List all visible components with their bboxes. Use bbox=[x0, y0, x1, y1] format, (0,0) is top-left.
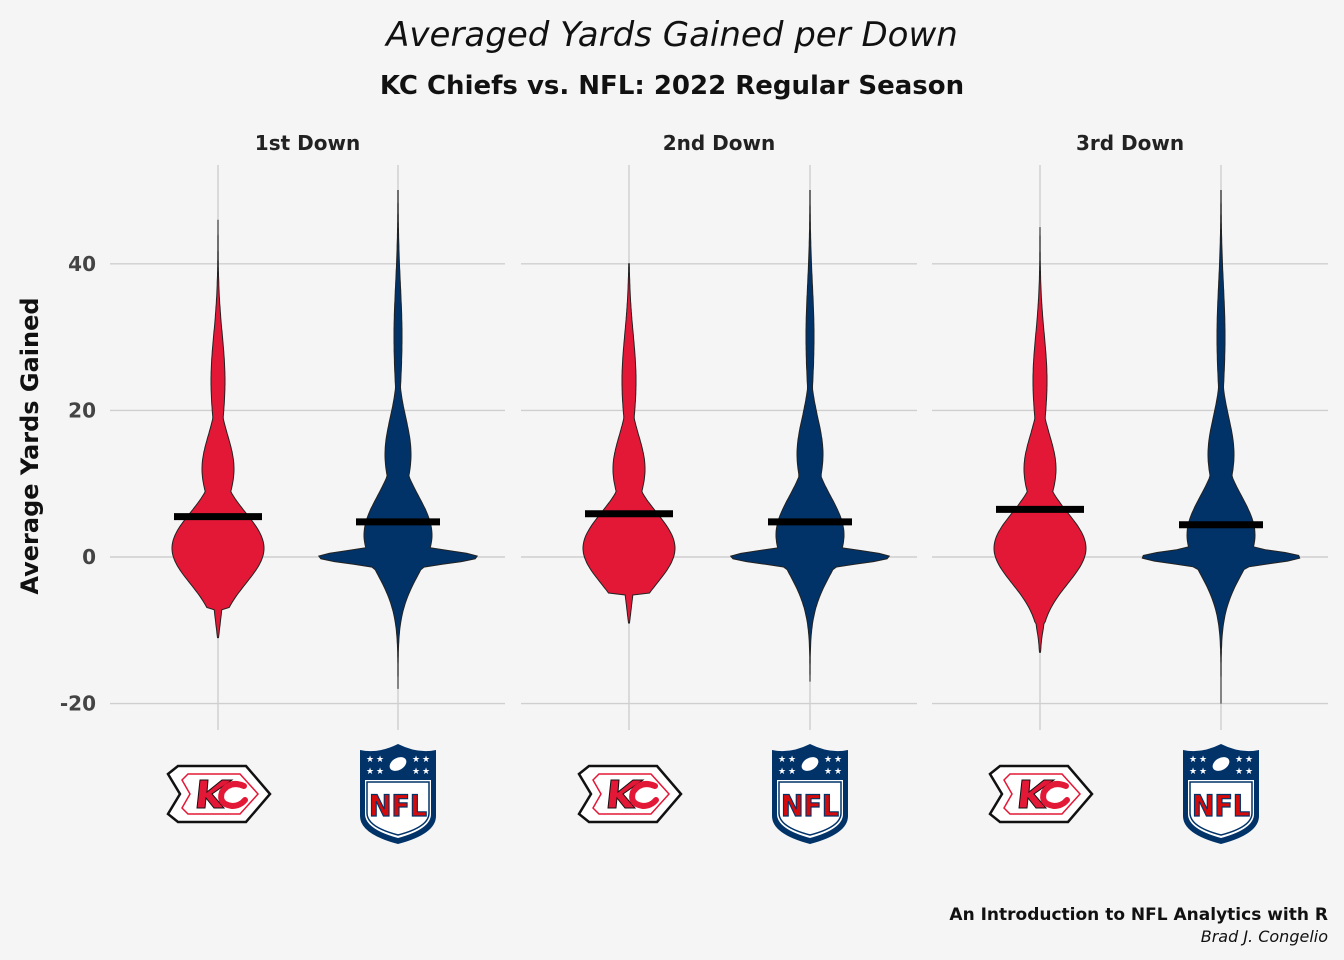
nfl-logo: ★ ★ ★ ★★ ★ ★ ★NFL bbox=[772, 744, 848, 844]
y-tick-label: 40 bbox=[68, 252, 96, 276]
nfl-star-icon: ★ bbox=[1245, 767, 1253, 777]
chart-subtitle: KC Chiefs vs. NFL: 2022 Regular Season bbox=[380, 71, 964, 101]
nfl-star-icon: ★ bbox=[422, 767, 430, 777]
nfl-star-icon: ★ bbox=[1199, 755, 1207, 765]
nfl-star-icon: ★ bbox=[1199, 767, 1207, 777]
nfl-shield-white-field bbox=[365, 780, 431, 838]
chiefs-logo bbox=[166, 764, 272, 824]
chiefs-letter-k bbox=[196, 779, 234, 809]
nfl-star-icon: ★ bbox=[412, 767, 420, 777]
caption-author: Brad J. Congelio bbox=[1201, 927, 1328, 946]
violin-shape bbox=[729, 190, 891, 682]
y-axis-label: Average Yards Gained bbox=[16, 297, 44, 594]
violin-shape bbox=[1141, 190, 1301, 704]
nfl-shield-white-field bbox=[1188, 780, 1254, 838]
violin-shape bbox=[582, 263, 676, 624]
chart-title: Averaged Yards Gained per Down bbox=[384, 15, 958, 55]
violin-shape bbox=[317, 190, 479, 689]
nfl-star-icon: ★ bbox=[366, 767, 374, 777]
y-tick-label: -20 bbox=[60, 692, 96, 716]
y-tick-label: 20 bbox=[68, 398, 96, 422]
facet-panel: 3rd Down★ ★ ★ ★★ ★ ★ ★NFL bbox=[932, 131, 1328, 844]
chiefs-logo bbox=[577, 764, 683, 824]
nfl-star-icon: ★ bbox=[422, 755, 430, 765]
facet-strip-label: 1st Down bbox=[255, 131, 360, 155]
nfl-logo: ★ ★ ★ ★★ ★ ★ ★NFL bbox=[1183, 744, 1259, 844]
nfl-star-icon: ★ bbox=[1235, 755, 1243, 765]
nfl-wordmark: NFL bbox=[781, 789, 839, 823]
chiefs-letter-c bbox=[629, 781, 659, 810]
violin-shape bbox=[993, 227, 1087, 653]
nfl-shield-inner-border bbox=[1189, 781, 1253, 836]
nfl-wordmark: NFL bbox=[369, 789, 427, 823]
nfl-football-icon bbox=[389, 757, 407, 771]
nfl-shield-inner-border bbox=[778, 781, 842, 836]
nfl-shield-inner-border bbox=[366, 781, 430, 836]
facet-strip-label: 2nd Down bbox=[663, 131, 776, 155]
nfl-star-icon: ★ bbox=[778, 767, 786, 777]
caption-title: An Introduction to NFL Analytics with R bbox=[949, 905, 1328, 925]
facet-strip-label: 3rd Down bbox=[1076, 131, 1184, 155]
nfl-star-icon: ★ bbox=[778, 755, 786, 765]
chiefs-letter-c bbox=[218, 781, 248, 810]
nfl-star-icon: ★ bbox=[788, 755, 796, 765]
nfl-star-icon: ★ bbox=[376, 767, 384, 777]
violin-shape bbox=[171, 219, 265, 639]
chiefs-inner-outline bbox=[592, 773, 671, 815]
chiefs-logo bbox=[988, 764, 1094, 824]
chiefs-letter-c bbox=[1040, 781, 1070, 810]
nfl-shield-white-field bbox=[777, 780, 843, 838]
chiefs-letter-k bbox=[1018, 779, 1056, 809]
nfl-star-icon: ★ bbox=[376, 755, 384, 765]
nfl-wordmark: NFL bbox=[1192, 789, 1250, 823]
nfl-star-icon: ★ bbox=[788, 767, 796, 777]
nfl-star-icon: ★ bbox=[366, 755, 374, 765]
nfl-star-icon: ★ bbox=[834, 755, 842, 765]
nfl-logo: ★ ★ ★ ★★ ★ ★ ★NFL bbox=[360, 744, 436, 844]
y-tick-label: 0 bbox=[82, 545, 96, 569]
chiefs-inner-outline bbox=[181, 773, 260, 815]
nfl-star-icon: ★ bbox=[1189, 767, 1197, 777]
nfl-star-icon: ★ bbox=[1245, 755, 1253, 765]
nfl-football-icon bbox=[1212, 757, 1230, 771]
facet-panel: 1st Down★ ★ ★ ★★ ★ ★ ★NFL bbox=[110, 131, 505, 844]
nfl-star-icon: ★ bbox=[824, 767, 832, 777]
chiefs-inner-outline bbox=[1003, 773, 1082, 815]
nfl-star-icon: ★ bbox=[824, 755, 832, 765]
nfl-football-icon bbox=[801, 757, 819, 771]
chiefs-letter-k bbox=[607, 779, 645, 809]
nfl-star-icon: ★ bbox=[834, 767, 842, 777]
facet-panel: 2nd Down★ ★ ★ ★★ ★ ★ ★NFL bbox=[521, 131, 917, 844]
nfl-star-icon: ★ bbox=[1189, 755, 1197, 765]
nfl-star-icon: ★ bbox=[1235, 767, 1243, 777]
nfl-star-icon: ★ bbox=[412, 755, 420, 765]
